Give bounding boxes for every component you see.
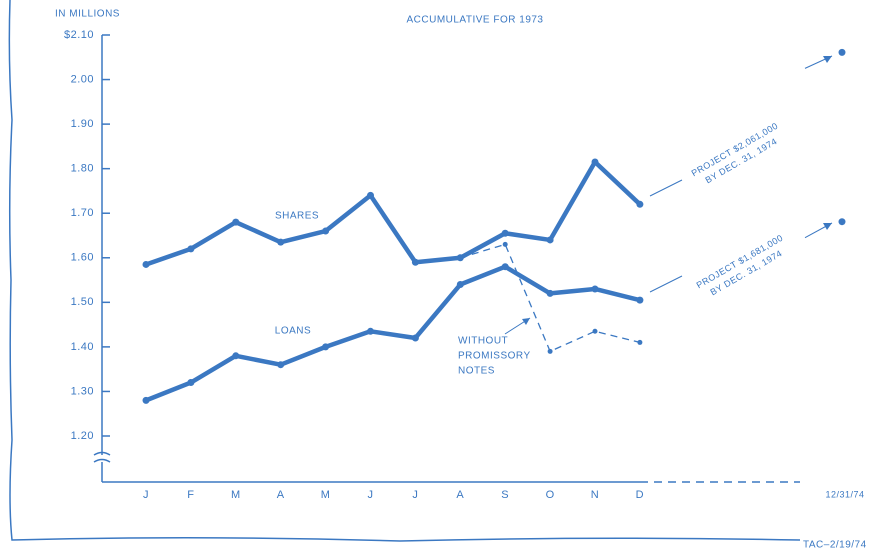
- x-tick-label: J: [143, 489, 149, 501]
- projection-point: [838, 218, 846, 226]
- data-point: [367, 191, 374, 199]
- series-label: NOTES: [458, 366, 495, 377]
- data-point: [322, 227, 330, 235]
- y-tick-label: 2.00: [71, 73, 94, 85]
- y-tick-label: 1.50: [71, 296, 94, 308]
- projection-line: [649, 179, 683, 197]
- x-tick-label: J: [368, 489, 374, 501]
- data-point: [411, 334, 419, 342]
- x-tick-label: J: [412, 489, 418, 501]
- x-tick-label: A: [456, 489, 464, 501]
- y-tick-label: 1.90: [71, 118, 94, 130]
- x-tick-label: A: [277, 489, 285, 501]
- series-line: [145, 264, 641, 403]
- y-tick-label: 1.20: [71, 430, 94, 442]
- data-point: [501, 229, 509, 237]
- x-tick-label: N: [591, 489, 599, 501]
- projection-arrowhead: [823, 223, 832, 230]
- footer: TAC–2/19/74: [803, 540, 867, 548]
- y-axis-label: IN MILLIONS: [55, 9, 120, 20]
- x-tick-label: D: [636, 489, 644, 501]
- data-point: [232, 352, 240, 360]
- data-point: [277, 238, 285, 246]
- data-point: [277, 361, 285, 369]
- data-point: [546, 289, 554, 297]
- data-point: [591, 158, 599, 166]
- x-tick-label: 12/31/74: [825, 489, 864, 499]
- y-tick-label: 1.60: [71, 252, 94, 264]
- axis-break: [93, 451, 111, 463]
- data-point: [592, 328, 598, 334]
- data-point: [187, 379, 195, 387]
- chart-title: ACCUMULATIVE FOR 1973: [406, 15, 543, 26]
- series-label: WITHOUT: [458, 336, 508, 347]
- data-point: [502, 241, 508, 247]
- data-point: [322, 343, 330, 351]
- data-point: [142, 396, 150, 404]
- x-tick-label: F: [187, 489, 194, 501]
- data-point: [142, 260, 150, 268]
- note-arrowhead: [522, 318, 530, 325]
- data-point: [591, 285, 599, 293]
- data-point: [547, 348, 553, 354]
- data-point: [637, 339, 643, 345]
- projection-point: [838, 48, 846, 56]
- projection-arrowhead: [823, 56, 832, 63]
- y-tick-label: $2.10: [64, 29, 94, 41]
- y-tick-label: 1.70: [71, 207, 94, 219]
- data-point: [411, 258, 419, 266]
- x-tick-label: M: [231, 489, 241, 501]
- series-label: PROMISSORY: [458, 351, 531, 362]
- data-point: [187, 245, 195, 253]
- data-point: [546, 236, 554, 244]
- x-tick-label: O: [546, 489, 555, 501]
- data-point: [636, 200, 644, 208]
- projection-line: [649, 275, 683, 293]
- series-line: [145, 159, 642, 267]
- series-label: LOANS: [275, 326, 311, 337]
- series-label: SHARES: [275, 211, 319, 222]
- y-tick-label: 1.40: [71, 341, 94, 353]
- data-point: [456, 281, 464, 289]
- y-tick-label: 1.30: [71, 385, 94, 397]
- data-point: [232, 218, 240, 226]
- data-point: [457, 255, 463, 261]
- x-tick-label: S: [501, 489, 509, 501]
- x-tick-label: M: [321, 489, 331, 501]
- y-tick-label: 1.80: [71, 163, 94, 175]
- data-point: [367, 327, 374, 335]
- border: [8, 0, 801, 542]
- data-point: [636, 296, 644, 304]
- data-point: [501, 263, 509, 271]
